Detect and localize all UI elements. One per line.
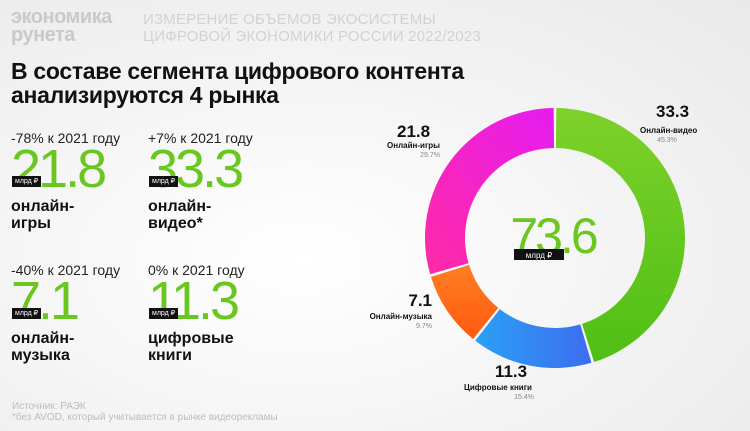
stat-label: цифровые книги xyxy=(148,330,288,364)
donut-total-unit: млрд ₽ xyxy=(526,251,552,260)
slice-label-share-books: 15.4% xyxy=(514,394,534,401)
stat-label-line-1: цифровые xyxy=(148,330,234,347)
slice-label-share-music: 9.7% xyxy=(416,323,432,330)
slice-label-value-video: 33.3 xyxy=(656,102,689,121)
subtitle-line-1: ИЗМЕРЕНИЕ ОБЪЕМОВ ЭКОСИСТЕМЫ xyxy=(143,11,436,28)
stat-unit-badge: млрд ₽ xyxy=(12,176,42,187)
stat-value: 33.3 xyxy=(148,139,244,199)
slice-label-value-music: 7.1 xyxy=(408,291,432,310)
stat-label-line-2: книги xyxy=(148,347,193,364)
stat-change: -40% к 2021 году xyxy=(11,262,121,278)
slice-label-value-games: 21.8 xyxy=(397,122,430,141)
slice-label-share-games: 29.7% xyxy=(420,152,440,159)
subtitle-line-2: ЦИФРОВОЙ ЭКОНОМИКИ РОССИИ 2022/2023 xyxy=(143,28,481,45)
stat-label-line-2: музыка xyxy=(11,347,70,364)
stat-online-music: -40% к 2021 году 7.1 млрд ₽ онлайн- музы… xyxy=(11,262,151,364)
donut-total-unit-bg xyxy=(514,249,564,260)
footnote: *без AVOD, который учитывается в рынке в… xyxy=(12,412,278,423)
slice-label-name-video: Онлайн-видео xyxy=(640,126,697,135)
stat-online-games: -78% к 2021 году 21.8 млрд ₽ онлайн- игр… xyxy=(11,130,151,232)
slice-label-value-books: 11.3 xyxy=(495,362,527,381)
stat-value: 7.1 xyxy=(11,271,80,331)
stat-unit-badge: млрд ₽ xyxy=(12,308,42,319)
footer-notes: Источник: РАЭК *без AVOD, который учитыв… xyxy=(12,401,278,423)
donut-slice-0 xyxy=(555,108,685,362)
donut-slice-3 xyxy=(425,108,555,275)
source-note: Источник: РАЭК xyxy=(12,401,86,412)
stat-change: +7% к 2021 году xyxy=(148,130,253,146)
brand-line-2: рунета xyxy=(11,24,75,46)
stat-value: 11.3 xyxy=(148,271,240,331)
title-line-1: В составе сегмента цифрового контента xyxy=(11,58,464,84)
stat-change: 0% к 2021 году xyxy=(148,262,245,278)
stat-label-line-1: онлайн- xyxy=(148,198,212,215)
stat-value: 21.8 xyxy=(11,139,107,199)
page-title: В составе сегмента цифрового контента ан… xyxy=(11,59,464,107)
slice-label-share-video: 45.3% xyxy=(657,137,677,144)
stat-change: -78% к 2021 году xyxy=(11,130,121,146)
brand-logo: экономика рунета xyxy=(11,6,112,46)
stat-digital-books: 0% к 2021 году 11.3 млрд ₽ цифровые книг… xyxy=(148,262,288,364)
stat-label-line-2: видео* xyxy=(148,215,203,232)
stat-label-line-2: игры xyxy=(11,215,51,232)
stat-unit-badge: млрд ₽ xyxy=(149,176,179,187)
slice-label-name-music: Онлайн-музыка xyxy=(370,312,433,321)
donut-slice-1 xyxy=(475,309,592,368)
stat-label-line-1: онлайн- xyxy=(11,198,75,215)
report-subtitle: ИЗМЕРЕНИЕ ОБЪЕМОВ ЭКОСИСТЕМЫ ЦИФРОВОЙ ЭК… xyxy=(143,11,481,45)
title-line-2: анализируются 4 рынка xyxy=(11,82,279,108)
brand-line-1: экономика xyxy=(11,6,112,28)
donut-slice-2 xyxy=(430,264,499,339)
stat-unit-badge: млрд ₽ xyxy=(149,308,179,319)
stat-label-line-1: онлайн- xyxy=(11,330,75,347)
stat-label: онлайн- игры xyxy=(11,198,151,232)
stat-label: онлайн- музыка xyxy=(11,330,151,364)
stat-label: онлайн- видео* xyxy=(148,198,288,232)
stat-online-video: +7% к 2021 году 33.3 млрд ₽ онлайн- виде… xyxy=(148,130,288,232)
slice-label-name-books: Цифровые книги xyxy=(464,383,532,392)
slice-label-name-games: Онлайн-игры xyxy=(387,141,440,150)
